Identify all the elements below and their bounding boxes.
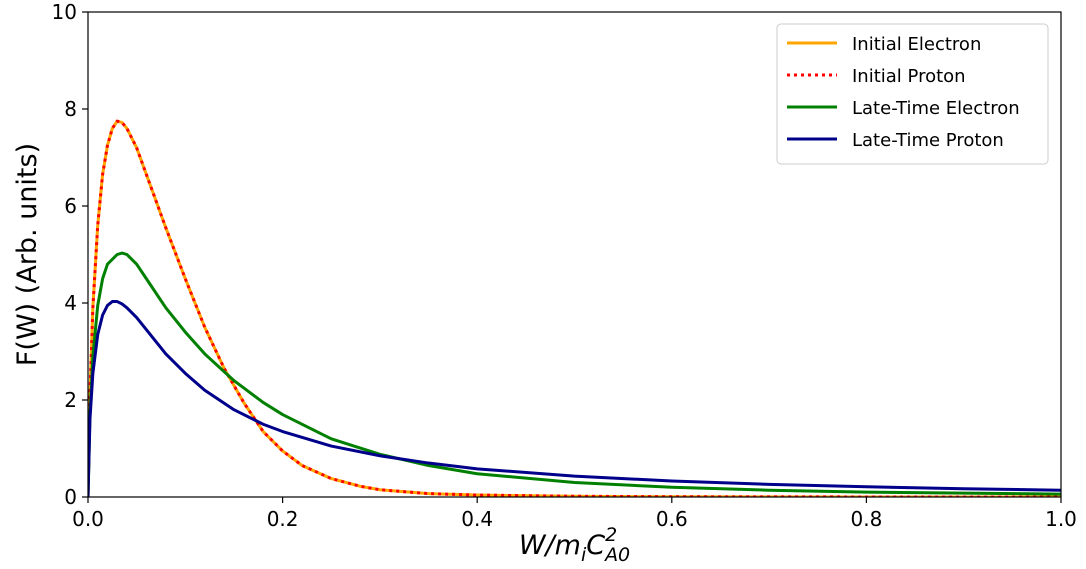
series-line-late-time-proton [88, 300, 1061, 497]
x-tick-label: 0.4 [461, 507, 493, 531]
y-tick-label: 6 [64, 194, 77, 218]
x-tick-label: 1.0 [1045, 507, 1077, 531]
series-layer [88, 119, 1061, 497]
x-axis-title-sup: 2 [605, 524, 617, 546]
series-line-initial-electron [88, 119, 1061, 497]
x-axis-title-sub1: i [581, 544, 587, 566]
legend-label-late-time-proton: Late-Time Proton [852, 130, 1004, 151]
legend-label-initial-electron: Initial Electron [852, 34, 981, 55]
y-tick-label: 10 [52, 0, 77, 24]
legend: Initial Electron Initial Proton Late-Time … [776, 23, 1049, 165]
y-tick-label: 4 [64, 291, 77, 315]
plot-frame [87, 11, 1062, 498]
legend-label-late-time-electron: Late-Time Electron [852, 98, 1020, 119]
x-axis-title-sub2: A0 [603, 544, 630, 566]
legend-box [776, 23, 1049, 165]
x-tick-label: 0.2 [267, 507, 299, 531]
series-line-initial-proton [88, 119, 1061, 497]
y-tick-label: 2 [64, 388, 77, 412]
x-tick-label: 0.8 [850, 507, 882, 531]
y-axis-title: F(W) (Arb. units) [12, 143, 43, 366]
y-tick-label: 0 [64, 485, 77, 509]
tick-layer: 0.0 0.2 0.4 0.6 0.8 1.0 0 2 4 6 8 10 [52, 0, 1077, 531]
legend-label-initial-proton: Initial Proton [852, 66, 966, 87]
x-axis-title: W/miC2 A0 [519, 524, 630, 566]
y-tick-label: 8 [64, 97, 77, 121]
series-line-late-time-electron [88, 251, 1061, 497]
x-tick-label: 0.0 [72, 507, 104, 531]
x-axis-title-mid: C [586, 530, 605, 561]
x-tick-label: 0.6 [656, 507, 688, 531]
x-axis-title-base: W/m [519, 530, 581, 561]
